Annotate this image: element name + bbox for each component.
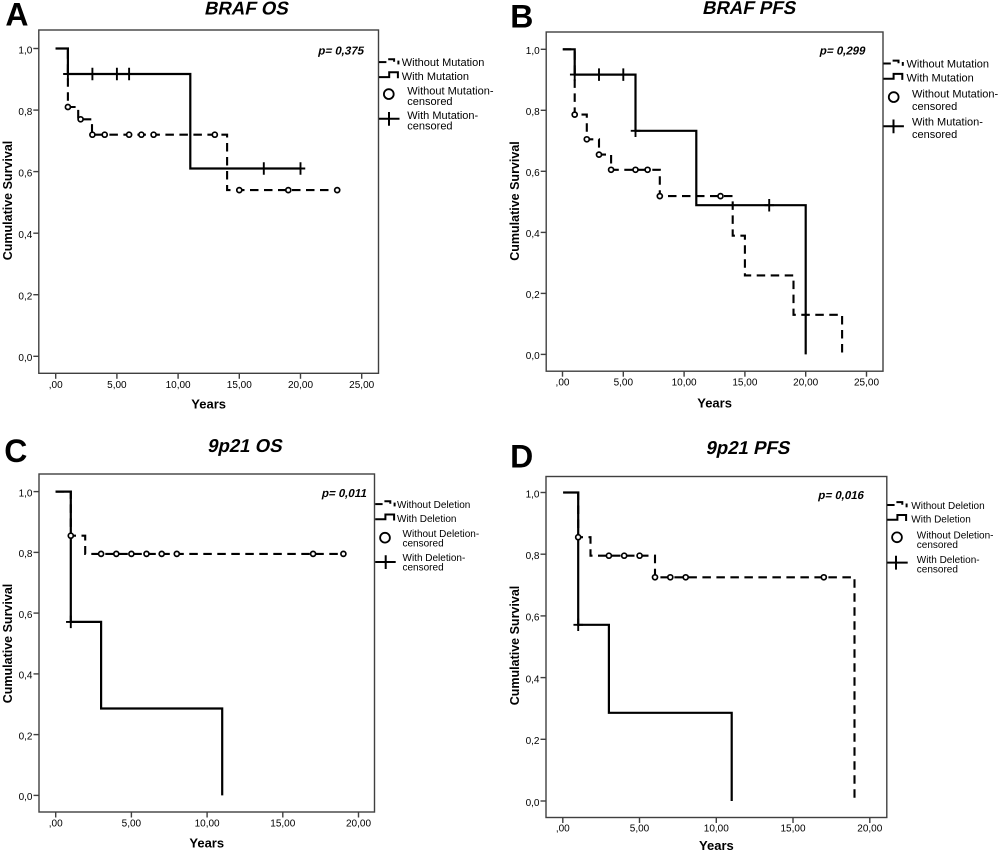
svg-text:,00: ,00: [556, 824, 570, 835]
svg-text:0,8: 0,8: [526, 107, 540, 118]
svg-text:BRAF OS: BRAF OS: [203, 0, 291, 18]
svg-text:9p21 OS: 9p21 OS: [206, 435, 285, 456]
svg-text:C: C: [4, 433, 27, 469]
svg-text:20,00: 20,00: [793, 378, 818, 389]
svg-text:Years: Years: [189, 836, 224, 851]
svg-text:With Deletion-: With Deletion-: [917, 555, 980, 566]
svg-text:5,00: 5,00: [107, 380, 127, 391]
svg-text:censored: censored: [912, 101, 957, 113]
svg-text:With Mutation: With Mutation: [402, 71, 469, 83]
svg-text:Without Deletion: Without Deletion: [397, 500, 470, 511]
svg-text:With Mutation: With Mutation: [907, 72, 974, 84]
svg-text:10,00: 10,00: [195, 819, 220, 830]
svg-text:censored: censored: [407, 96, 452, 108]
svg-text:p= 0,016: p= 0,016: [817, 489, 866, 502]
svg-text:0,4: 0,4: [19, 671, 33, 682]
svg-text:A: A: [5, 0, 28, 33]
svg-text:,00: ,00: [49, 819, 63, 830]
svg-text:With Deletion: With Deletion: [397, 514, 456, 525]
svg-text:20,00: 20,00: [346, 819, 371, 830]
svg-text:Without Mutation-: Without Mutation-: [407, 85, 494, 97]
svg-text:Without Mutation-: Without Mutation-: [912, 89, 999, 101]
svg-text:Without Deletion: Without Deletion: [911, 501, 984, 512]
svg-text:1,0: 1,0: [526, 46, 540, 57]
svg-text:5,00: 5,00: [614, 378, 634, 389]
svg-text:0,6: 0,6: [526, 613, 540, 624]
svg-text:BRAF PFS: BRAF PFS: [701, 0, 798, 18]
svg-text:With Deletion: With Deletion: [911, 515, 970, 526]
svg-text:0,2: 0,2: [526, 290, 540, 301]
svg-text:0,0: 0,0: [19, 792, 33, 803]
svg-text:0,6: 0,6: [18, 168, 32, 179]
svg-text:Years: Years: [699, 838, 734, 853]
svg-text:0,6: 0,6: [526, 168, 540, 179]
svg-text:Without Mutation: Without Mutation: [402, 57, 485, 69]
svg-text:Cumulative Survival: Cumulative Survival: [1, 584, 15, 704]
svg-text:0,2: 0,2: [19, 731, 33, 742]
svg-text:0,0: 0,0: [526, 351, 540, 362]
svg-text:10,00: 10,00: [166, 380, 191, 391]
svg-text:Years: Years: [697, 396, 732, 411]
svg-text:1,0: 1,0: [526, 489, 540, 500]
svg-text:0,2: 0,2: [18, 292, 32, 303]
svg-text:9p21 PFS: 9p21 PFS: [705, 437, 793, 458]
svg-text:p= 0,011: p= 0,011: [321, 487, 369, 500]
svg-text:Without Deletion-: Without Deletion-: [403, 529, 480, 540]
svg-text:Cumulative Survival: Cumulative Survival: [1, 141, 15, 261]
svg-text:0,6: 0,6: [19, 610, 33, 621]
svg-text:20,00: 20,00: [288, 380, 313, 391]
svg-text:15,00: 15,00: [227, 380, 252, 391]
svg-text:0,4: 0,4: [18, 230, 32, 241]
svg-text:With Mutation-: With Mutation-: [407, 110, 478, 122]
svg-text:5,00: 5,00: [630, 824, 650, 835]
svg-text:25,00: 25,00: [854, 378, 879, 389]
svg-text:censored: censored: [917, 540, 958, 551]
svg-text:0,8: 0,8: [526, 551, 540, 562]
svg-text:Years: Years: [191, 397, 226, 412]
svg-text:0,0: 0,0: [526, 798, 540, 809]
svg-text:0,4: 0,4: [526, 674, 540, 685]
svg-text:0,4: 0,4: [526, 229, 540, 240]
svg-text:Without Mutation: Without Mutation: [907, 58, 990, 70]
svg-text:censored: censored: [917, 565, 958, 576]
svg-text:censored: censored: [407, 121, 452, 133]
svg-text:,00: ,00: [49, 380, 63, 391]
svg-text:With Mutation-: With Mutation-: [912, 116, 983, 128]
svg-text:10,00: 10,00: [672, 378, 697, 389]
svg-text:15,00: 15,00: [732, 378, 757, 389]
svg-text:0,8: 0,8: [19, 549, 33, 560]
svg-text:D: D: [510, 439, 533, 475]
svg-text:1,0: 1,0: [18, 45, 32, 56]
svg-text:5,00: 5,00: [122, 819, 142, 830]
svg-text:25,00: 25,00: [349, 380, 374, 391]
svg-text:censored: censored: [403, 563, 444, 574]
svg-text:15,00: 15,00: [270, 819, 295, 830]
svg-text:,00: ,00: [556, 378, 570, 389]
svg-text:p= 0,375: p= 0,375: [317, 45, 366, 58]
svg-text:censored: censored: [403, 538, 444, 549]
svg-text:Cumulative Survival: Cumulative Survival: [508, 141, 522, 261]
svg-text:20,00: 20,00: [857, 824, 882, 835]
svg-text:p= 0,299: p= 0,299: [819, 45, 868, 58]
svg-text:With Deletion-: With Deletion-: [403, 553, 466, 564]
svg-text:0,8: 0,8: [18, 107, 32, 118]
svg-text:1,0: 1,0: [19, 488, 33, 499]
svg-text:0,0: 0,0: [18, 353, 32, 364]
svg-text:B: B: [510, 0, 533, 35]
svg-text:censored: censored: [912, 129, 957, 141]
svg-text:15,00: 15,00: [780, 824, 805, 835]
svg-text:Cumulative Survival: Cumulative Survival: [508, 586, 522, 706]
svg-text:Without Deletion-: Without Deletion-: [917, 531, 994, 542]
svg-text:10,00: 10,00: [704, 824, 729, 835]
svg-text:0,2: 0,2: [526, 736, 540, 747]
